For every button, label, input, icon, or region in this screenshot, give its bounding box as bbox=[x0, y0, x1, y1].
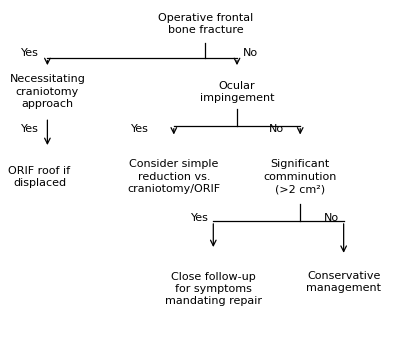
Text: Significant
comminution
(>2 cm²): Significant comminution (>2 cm²) bbox=[263, 159, 337, 194]
Text: Yes: Yes bbox=[21, 48, 39, 58]
Text: Operative frontal
bone fracture: Operative frontal bone fracture bbox=[158, 13, 253, 35]
Text: Yes: Yes bbox=[190, 212, 209, 223]
Text: No: No bbox=[324, 212, 339, 223]
Text: Ocular
impingement: Ocular impingement bbox=[200, 81, 274, 103]
Text: ORIF roof if
displaced: ORIF roof if displaced bbox=[8, 166, 71, 188]
Text: Yes: Yes bbox=[21, 124, 39, 134]
Text: Yes: Yes bbox=[131, 124, 149, 134]
Text: Necessitating
craniotomy
approach: Necessitating craniotomy approach bbox=[9, 74, 85, 109]
Text: Consider simple
reduction vs.
craniotomy/ORIF: Consider simple reduction vs. craniotomy… bbox=[127, 159, 220, 194]
Text: No: No bbox=[243, 48, 258, 58]
Text: Close follow-up
for symptoms
mandating repair: Close follow-up for symptoms mandating r… bbox=[165, 272, 262, 306]
Text: Conservative
management: Conservative management bbox=[306, 271, 381, 293]
Text: No: No bbox=[269, 124, 284, 134]
